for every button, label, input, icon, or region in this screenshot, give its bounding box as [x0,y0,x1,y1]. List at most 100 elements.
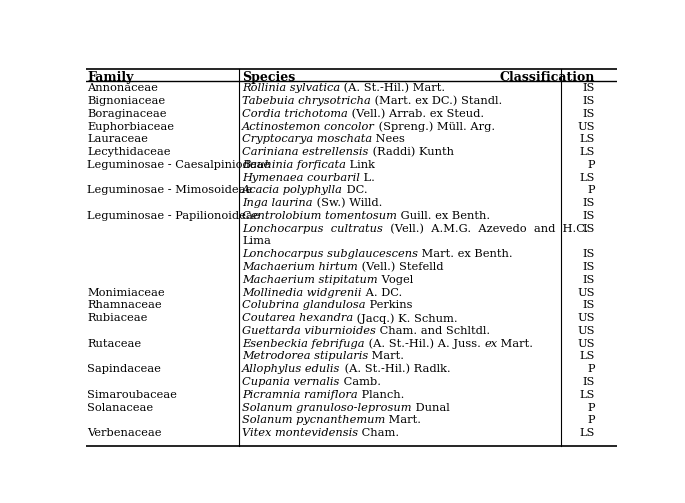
Text: Leguminosae - Caesalpiniodeae: Leguminosae - Caesalpiniodeae [87,160,271,170]
Text: (Raddi) Kunth: (Raddi) Kunth [369,147,453,157]
Text: Rubiaceae: Rubiaceae [87,313,147,323]
Text: Boraginaceae: Boraginaceae [87,109,166,119]
Text: LS: LS [580,390,595,400]
Text: Mart.: Mart. [369,352,404,362]
Text: Coutarea hexandra: Coutarea hexandra [242,313,353,323]
Text: US: US [577,326,595,336]
Text: Planch.: Planch. [358,390,404,400]
Text: Link: Link [346,160,375,170]
Text: (Vell.) Arrab. ex Steud.: (Vell.) Arrab. ex Steud. [348,109,484,119]
Text: DC.: DC. [343,186,368,195]
Text: Cariniana estrellensis: Cariniana estrellensis [242,147,369,157]
Text: LS: LS [580,134,595,144]
Text: (Vell.) Stefelld: (Vell.) Stefelld [358,262,443,272]
Text: Lonchocarpus subglaucescens: Lonchocarpus subglaucescens [242,249,419,259]
Text: Tabebuia chrysotricha: Tabebuia chrysotricha [242,96,371,106]
Text: Classification: Classification [500,71,595,84]
Text: Simaroubaceae: Simaroubaceae [87,390,177,400]
Text: IS: IS [583,300,595,310]
Text: Vogel: Vogel [378,275,413,285]
Text: Nees: Nees [373,134,406,144]
Text: (A. St.-Hil.) Radlk.: (A. St.-Hil.) Radlk. [340,364,450,375]
Text: P: P [588,402,595,412]
Text: IS: IS [583,198,595,208]
Text: Solanum pycnanthemum: Solanum pycnanthemum [242,415,386,426]
Text: Colubrina glandulosa: Colubrina glandulosa [242,300,366,310]
Text: P: P [588,186,595,195]
Text: Lecythidaceae: Lecythidaceae [87,147,171,157]
Text: Cupania vernalis: Cupania vernalis [242,377,340,387]
Text: (Sw.) Willd.: (Sw.) Willd. [313,198,382,208]
Text: Acacia polyphylla: Acacia polyphylla [242,186,343,195]
Text: US: US [577,122,595,131]
Text: Guill. ex Benth.: Guill. ex Benth. [397,211,490,221]
Text: Lima: Lima [242,236,271,246]
Text: (Spreng.) Müll. Arg.: (Spreng.) Müll. Arg. [375,122,495,132]
Text: Leguminosae - Papilionoideae: Leguminosae - Papilionoideae [87,211,260,221]
Text: (A. St.-Hil.) Mart.: (A. St.-Hil.) Mart. [340,83,445,94]
Text: LS: LS [580,428,595,438]
Text: IS: IS [583,83,595,93]
Text: Verbenaceae: Verbenaceae [87,428,162,438]
Text: Cordia trichotoma: Cordia trichotoma [242,109,348,119]
Text: IS: IS [583,224,595,234]
Text: P: P [588,160,595,170]
Text: Perkins: Perkins [366,300,412,310]
Text: Leguminosae - Mimosoideae: Leguminosae - Mimosoideae [87,186,253,195]
Text: Centrolobium tomentosum: Centrolobium tomentosum [242,211,397,221]
Text: A. DC.: A. DC. [362,288,402,298]
Text: Cham. and Schltdl.: Cham. and Schltdl. [376,326,490,336]
Text: Euphorbiaceae: Euphorbiaceae [87,122,174,131]
Text: Family: Family [87,71,134,84]
Text: IS: IS [583,262,595,272]
Text: Inga laurina: Inga laurina [242,198,313,208]
Text: Machaerium stipitatum: Machaerium stipitatum [242,275,378,285]
Text: Mart.: Mart. [386,415,421,426]
Text: Solanum granuloso-leprosum: Solanum granuloso-leprosum [242,402,412,412]
Text: Hymenaea courbaril: Hymenaea courbaril [242,173,360,183]
Text: Allophylus edulis: Allophylus edulis [242,364,340,374]
Text: (Jacq.) K. Schum.: (Jacq.) K. Schum. [353,313,458,324]
Text: Mollinedia widgrenii: Mollinedia widgrenii [242,288,362,298]
Text: US: US [577,288,595,298]
Text: Rollinia sylvatica: Rollinia sylvatica [242,83,340,93]
Text: P: P [588,415,595,426]
Text: IS: IS [583,109,595,119]
Text: ex: ex [484,339,497,349]
Text: Esenbeckia febrifuga: Esenbeckia febrifuga [242,339,364,349]
Text: (A. St.-Hil.) A. Juss.: (A. St.-Hil.) A. Juss. [364,339,484,349]
Text: Annonaceae: Annonaceae [87,83,158,93]
Text: L.: L. [360,173,375,183]
Text: Guettarda viburnioides: Guettarda viburnioides [242,326,376,336]
Text: Sapindaceae: Sapindaceae [87,364,161,374]
Text: IS: IS [583,249,595,259]
Text: Machaerium hirtum: Machaerium hirtum [242,262,358,272]
Text: Actinostemon concolor: Actinostemon concolor [242,122,375,131]
Text: (Vell.)  A.M.G.  Azevedo  and  H.C.: (Vell.) A.M.G. Azevedo and H.C. [383,224,588,234]
Text: Solanaceae: Solanaceae [87,402,153,412]
Text: Picramnia ramiflora: Picramnia ramiflora [242,390,358,400]
Text: Rhamnaceae: Rhamnaceae [87,300,162,310]
Text: Bauhinia forficata: Bauhinia forficata [242,160,346,170]
Text: Mart.: Mart. [497,339,534,349]
Text: Dunal: Dunal [412,402,449,412]
Text: IS: IS [583,211,595,221]
Text: (Mart. ex DC.) Standl.: (Mart. ex DC.) Standl. [371,96,502,106]
Text: P: P [588,364,595,374]
Text: IS: IS [583,377,595,387]
Text: Monimiaceae: Monimiaceae [87,288,165,298]
Text: US: US [577,313,595,323]
Text: LS: LS [580,147,595,157]
Text: Vitex montevidensis: Vitex montevidensis [242,428,358,438]
Text: LS: LS [580,173,595,183]
Text: Metrodorea stipularis: Metrodorea stipularis [242,352,369,362]
Text: Mart. ex Benth.: Mart. ex Benth. [419,249,513,259]
Text: Species: Species [242,71,295,84]
Text: Bignoniaceae: Bignoniaceae [87,96,165,106]
Text: Cham.: Cham. [358,428,399,438]
Text: Cryptocarya moschata: Cryptocarya moschata [242,134,373,144]
Text: Camb.: Camb. [340,377,381,387]
Text: Lauraceae: Lauraceae [87,134,148,144]
Text: US: US [577,339,595,349]
Text: Lonchocarpus  cultratus: Lonchocarpus cultratus [242,224,383,234]
